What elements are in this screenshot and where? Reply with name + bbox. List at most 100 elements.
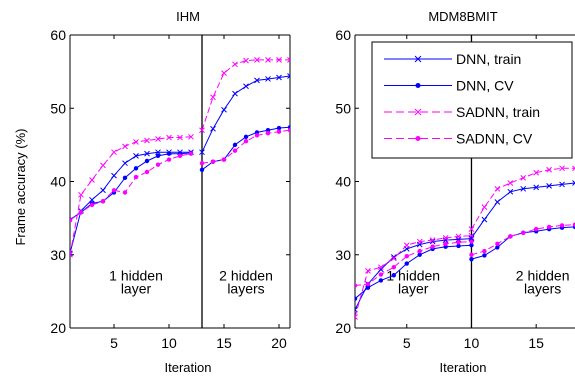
data-point <box>533 169 540 176</box>
y-tick-label: 50 <box>50 100 66 116</box>
data-point <box>355 314 358 320</box>
x-tick-label: 15 <box>528 335 544 351</box>
data-point <box>122 175 128 181</box>
data-point <box>378 278 384 283</box>
data-point <box>520 185 527 192</box>
data-point <box>177 153 183 159</box>
data-point <box>468 235 475 241</box>
data-point <box>494 199 501 205</box>
data-point <box>78 210 84 215</box>
data-point <box>355 296 358 301</box>
data-point <box>78 191 84 198</box>
data-point <box>210 159 216 164</box>
data-point <box>70 251 73 258</box>
data-point <box>144 169 150 175</box>
data-point <box>391 265 397 270</box>
data-point <box>221 70 227 76</box>
data-point <box>210 125 216 132</box>
data-point <box>199 127 205 134</box>
data-point <box>546 224 552 230</box>
data-point <box>232 142 238 148</box>
data-point <box>546 183 552 189</box>
data-point <box>276 129 282 134</box>
data-point <box>199 149 205 156</box>
data-point <box>481 216 488 223</box>
y-tick-label: 30 <box>50 247 66 263</box>
series-line <box>70 153 192 221</box>
legend-label: SADNN, CV <box>456 131 533 147</box>
chart-ihm: IHM Iteration 20 30 40 50 60 5 10 15 20 1 hidden l… <box>50 9 291 375</box>
data-point <box>166 157 172 162</box>
data-point <box>133 139 139 145</box>
data-point <box>265 57 271 63</box>
data-point <box>507 180 514 186</box>
data-point <box>355 283 358 288</box>
series-line <box>355 235 472 318</box>
data-point <box>155 162 161 167</box>
data-point <box>378 264 384 271</box>
data-point <box>469 256 474 262</box>
data-point <box>507 188 514 195</box>
y-tick-label: 30 <box>335 247 351 263</box>
y-tick-label: 20 <box>50 320 66 336</box>
data-point <box>243 57 249 64</box>
data-point <box>254 57 260 63</box>
data-point <box>133 174 139 180</box>
data-point <box>416 238 423 245</box>
data-point <box>155 136 161 142</box>
data-point <box>559 181 565 188</box>
data-point <box>404 261 409 266</box>
legend-label: DNN, CV <box>456 78 514 94</box>
chart-mdm8bmit: MDM8BMIT Iteration 20 30 40 50 60 5 10 15 1 hidd… <box>335 9 575 375</box>
data-point <box>469 252 474 257</box>
data-point <box>100 187 106 194</box>
data-point <box>495 241 500 246</box>
data-point <box>481 204 488 210</box>
plot-area <box>70 57 290 258</box>
data-point <box>276 125 282 131</box>
data-point <box>89 196 95 203</box>
x-tick-label: 5 <box>110 335 118 351</box>
series-line <box>471 224 575 256</box>
series-sadnn-cv <box>70 128 290 223</box>
data-point <box>456 240 461 245</box>
data-point <box>210 94 216 101</box>
data-point <box>287 73 290 79</box>
data-point <box>221 157 227 162</box>
data-point <box>276 57 282 63</box>
x-axis-label: Iteration <box>165 360 212 375</box>
legend-marker <box>414 108 422 116</box>
legend-marker <box>415 136 421 141</box>
data-point <box>546 166 552 173</box>
legend-label: DNN, train <box>456 51 521 67</box>
data-point <box>495 245 500 250</box>
data-point <box>391 273 397 278</box>
series-line <box>471 182 575 239</box>
data-point <box>455 233 462 240</box>
data-point <box>494 185 501 192</box>
data-point <box>166 151 172 156</box>
x-axis-label: Iteration <box>440 360 487 375</box>
data-point <box>429 237 436 243</box>
chart-title: MDM8BMIT <box>428 9 497 24</box>
y-tick-label: 40 <box>50 174 66 190</box>
data-point <box>221 106 227 113</box>
data-point <box>443 241 448 246</box>
data-point <box>122 160 128 167</box>
data-point <box>89 177 95 183</box>
data-point <box>572 165 575 172</box>
data-point <box>243 139 249 144</box>
data-point <box>254 133 260 138</box>
data-point <box>287 57 290 63</box>
series-line <box>201 126 290 171</box>
data-point <box>265 130 271 136</box>
legend-marker <box>415 83 421 88</box>
data-point <box>403 242 410 249</box>
data-point <box>232 148 238 153</box>
series-dnn-train <box>355 180 575 313</box>
data-point <box>365 281 371 287</box>
data-point <box>559 165 565 172</box>
data-point <box>533 184 540 191</box>
x-tick-label: 10 <box>464 335 480 351</box>
